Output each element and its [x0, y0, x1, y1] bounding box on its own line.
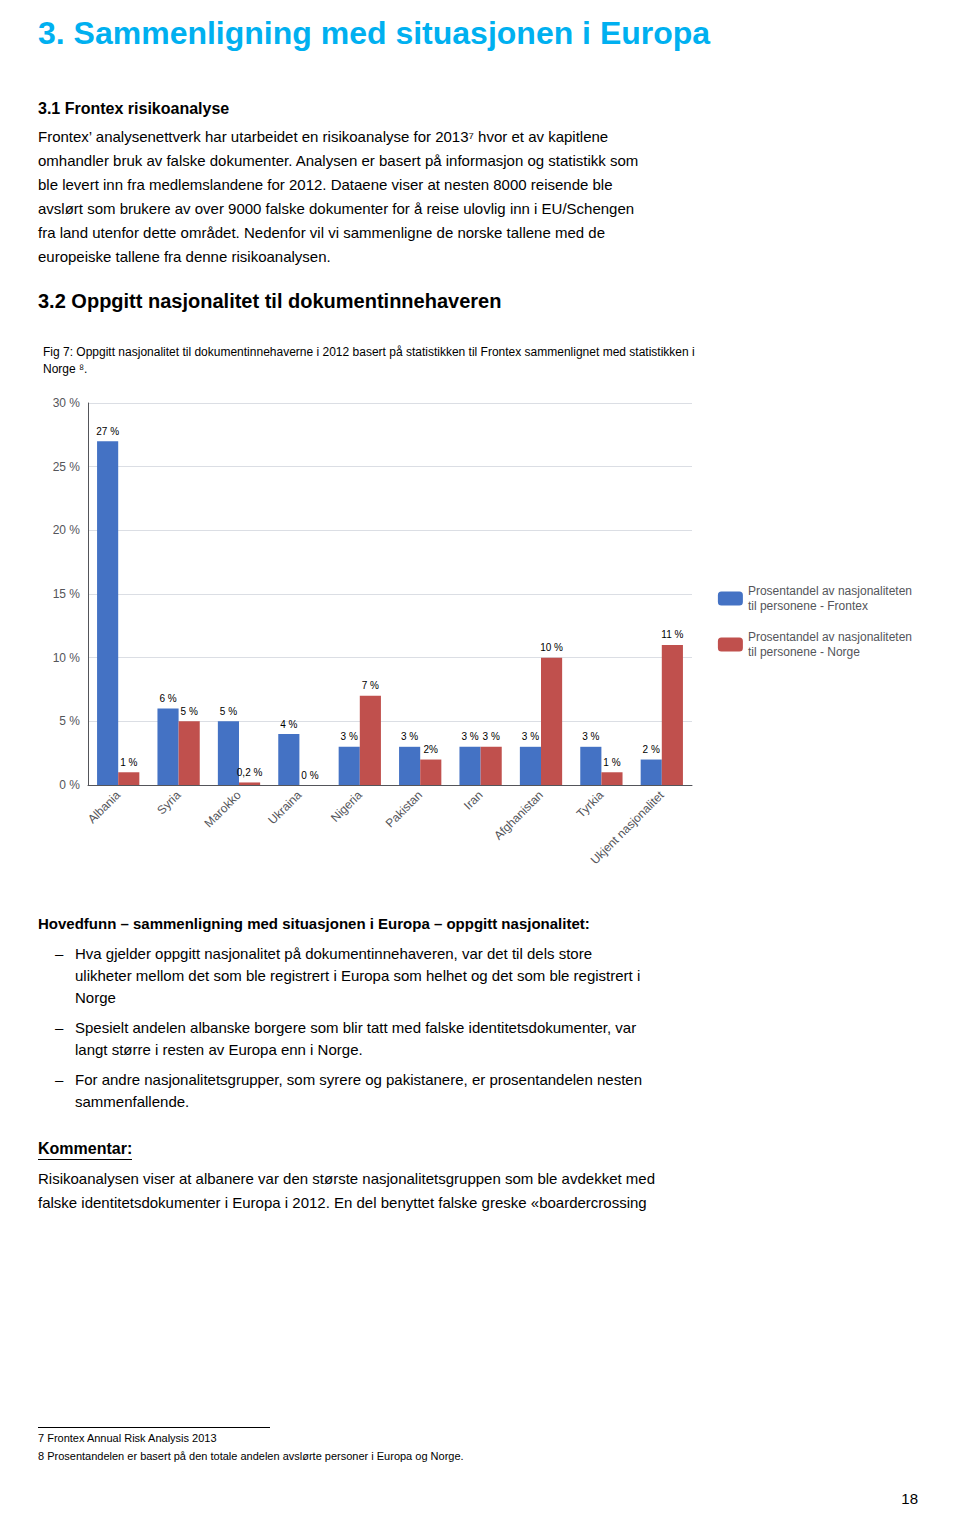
svg-text:1 %: 1 % [120, 757, 137, 768]
svg-text:0 %: 0 % [59, 778, 80, 792]
svg-text:3 %: 3 % [522, 731, 539, 742]
html-text:Norge: Norge [75, 989, 116, 1006]
svg-text:Pakistan: Pakistan [383, 788, 425, 830]
svg-text:0,2 %: 0,2 % [237, 767, 263, 778]
svg-text:5 %: 5 % [220, 706, 237, 717]
svg-text:10 %: 10 % [540, 642, 563, 653]
html-text:sammenfallende.: sammenfallende. [75, 1093, 190, 1110]
svg-text:3 %: 3 % [341, 731, 358, 742]
svg-text:Tyrkia: Tyrkia [574, 788, 607, 821]
html-text:ulikheter mellom det som ble r: ulikheter mellom det som ble registrert … [75, 967, 641, 984]
svg-text:Iran: Iran [461, 788, 486, 813]
svg-text:2 %: 2 % [643, 744, 660, 755]
html-text:Spesielt andelen albanske borg: Spesielt andelen albanske borgere som bl… [75, 1019, 637, 1036]
svg-text:5 %: 5 % [59, 714, 80, 728]
svg-text:2%: 2% [424, 744, 439, 755]
html-text:ble levert inn fra medlemsland: ble levert inn fra medlemslandene for 20… [38, 176, 613, 193]
svg-text:Ukraina: Ukraina [265, 788, 304, 827]
html-text:Frontex’ analysenettverk har u: Frontex’ analysenettverk har utarbeidet … [38, 128, 609, 145]
html-text:Hva gjelder oppgitt nasjonalit: Hva gjelder oppgitt nasjonalitet på doku… [75, 945, 592, 962]
html-text:europeiske tallene fra denne r: europeiske tallene fra denne risikoanaly… [38, 248, 331, 265]
svg-text:10 %: 10 % [53, 651, 81, 665]
html-text:18: 18 [901, 1490, 918, 1507]
svg-text:1 %: 1 % [603, 757, 620, 768]
svg-text:4 %: 4 % [280, 719, 297, 730]
html-text:Risikoanalysen viser at albane: Risikoanalysen viser at albanere var den… [38, 1170, 655, 1187]
svg-text:til personene - Norge: til personene - Norge [748, 645, 860, 659]
html-text:8 Prosentandelen er basert på: 8 Prosentandelen er basert på den totale… [38, 1450, 464, 1462]
svg-text:3 %: 3 % [461, 731, 478, 742]
svg-text:3 %: 3 % [483, 731, 500, 742]
html-text:avslørt som brukere av over 90: avslørt som brukere av over 9000 falske … [38, 200, 635, 217]
html-text:Hovedfunn – sammenligning med: Hovedfunn – sammenligning med situasjone… [38, 915, 590, 932]
svg-text:0 %: 0 % [301, 770, 318, 781]
svg-text:Norge ⁸.: Norge ⁸. [43, 362, 87, 376]
html-text:langt større i resten av Europ: langt større i resten av Europa enn i No… [75, 1041, 363, 1058]
svg-text:11 %: 11 % [661, 629, 683, 640]
svg-text:5 %: 5 % [181, 706, 198, 717]
svg-text:7 %: 7 % [362, 680, 379, 691]
html-text:fra land utenfor dette området: fra land utenfor dette området. Nedenfor… [38, 224, 605, 241]
svg-text:3 %: 3 % [582, 731, 599, 742]
html-text:3. Sammenligning med situasjon: 3. Sammenligning med situasjonen i Europ… [38, 15, 711, 51]
html-text:Kommentar:: Kommentar: [38, 1140, 133, 1157]
svg-text:Marokko: Marokko [202, 788, 245, 831]
html-text:omhandler bruk av falske dokum: omhandler bruk av falske dokumenter. Ana… [38, 152, 639, 169]
svg-text:20 %: 20 % [53, 523, 81, 537]
html-text:3.2 Oppgitt nasjonalitet til d: 3.2 Oppgitt nasjonalitet til dokumentinn… [38, 290, 502, 312]
svg-text:Syria: Syria [154, 788, 183, 817]
html-text:3.1 Frontex risikoanalyse: 3.1 Frontex risikoanalyse [38, 100, 230, 117]
svg-text:30 %: 30 % [53, 396, 81, 410]
svg-text:Prosentandel av nasjonaliteten: Prosentandel av nasjonaliteten [748, 630, 912, 644]
svg-text:til personene - Frontex: til personene - Frontex [748, 599, 868, 613]
svg-text:Ukjent nasjonalitet: Ukjent nasjonalitet [588, 788, 668, 868]
svg-text:Albania: Albania [85, 788, 123, 826]
svg-text:Nigeria: Nigeria [328, 788, 365, 825]
svg-text:3 %: 3 % [401, 731, 418, 742]
svg-text:Prosentandel av nasjonaliteten: Prosentandel av nasjonaliteten [748, 584, 912, 598]
svg-text:Afghanistan: Afghanistan [491, 788, 546, 843]
svg-text:27 %: 27 % [96, 426, 119, 437]
svg-text:15 %: 15 % [53, 587, 81, 601]
svg-text:25 %: 25 % [53, 460, 81, 474]
svg-text:Fig 7: Oppgitt nasjonalitet ti: Fig 7: Oppgitt nasjonalitet til dokument… [43, 345, 695, 359]
html-text:falske identitetsdokumenter i: falske identitetsdokumenter i Europa i 2… [38, 1194, 647, 1211]
html-text:7 Frontex Annual Risk Analysis: 7 Frontex Annual Risk Analysis 2013 [38, 1432, 217, 1444]
svg-text:6 %: 6 % [159, 693, 176, 704]
html-text:For andre nasjonalitetsgrupper: For andre nasjonalitetsgrupper, som syre… [75, 1071, 642, 1088]
